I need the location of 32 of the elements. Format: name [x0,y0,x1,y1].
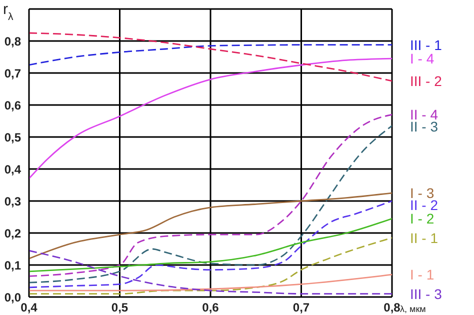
line-series [29,250,392,294]
x-axis-title: λ, мкм [400,304,426,314]
x-tick-label: 0,5 [111,300,128,315]
y-tick-label: 0,1 [4,258,22,272]
x-tick-label: 0,4 [20,300,38,315]
series-label: III - 2 [410,73,442,89]
series-label: I - 1 [410,266,434,283]
series-label: III - 1 [410,36,442,53]
y-tick-label: 0,4 [4,162,22,176]
line-series [29,58,392,180]
y-tick-label: 0,7 [4,66,22,80]
line-series [29,32,392,82]
x-tick-label: 0,6 [202,300,220,315]
line-series [29,237,392,294]
y-tick-label: 0,5 [4,130,22,144]
series-label: II - 1 [410,230,438,246]
y-tick-label: 0,0 [4,290,22,304]
line-series [29,44,392,66]
x-tick-label: 0,7 [292,300,310,315]
series-label: I - 2 [410,210,434,227]
line-series [29,274,392,292]
x-tick-label: 0,8 [384,300,401,315]
series-label: III - 3 [410,286,442,302]
y-axis-title: r$_{λ}$ [3,1,14,23]
line-series [29,218,392,272]
line-series [29,200,392,288]
series-label: I - 4 [410,50,434,67]
y-tick-label: 0,6 [4,98,22,112]
y-tick-label: 0,8 [4,34,22,48]
line-series [29,192,392,260]
y-tick-label: 0,3 [4,194,22,208]
y-tick-label: 0,2 [4,226,22,240]
